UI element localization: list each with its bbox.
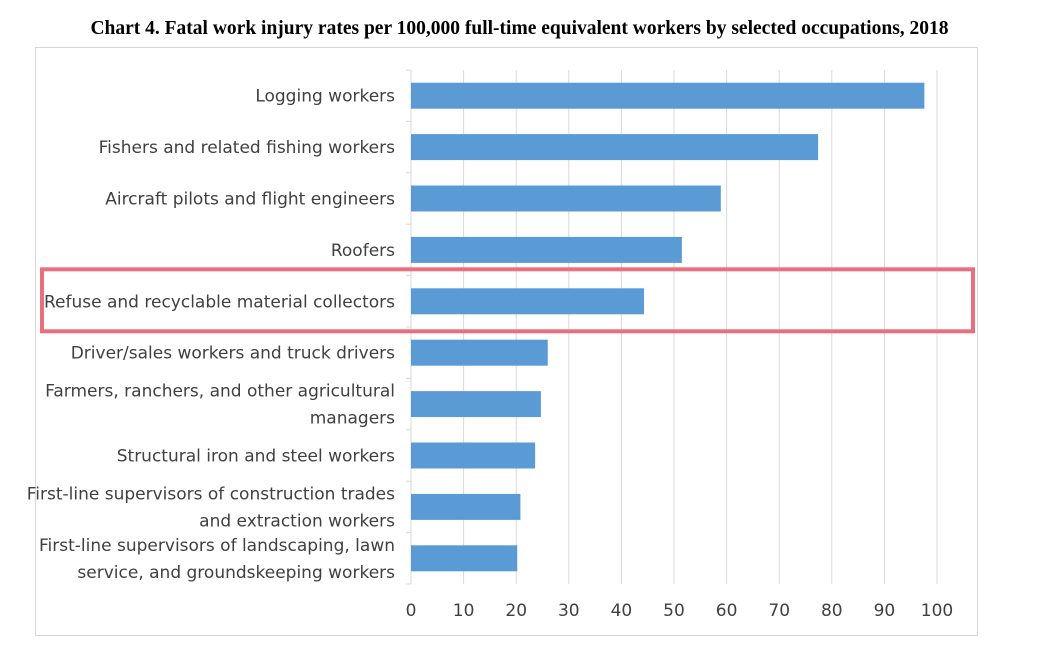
bar bbox=[411, 236, 682, 263]
x-tick-label: 50 bbox=[663, 601, 685, 621]
bar bbox=[411, 545, 518, 572]
category-label: Driver/sales workers and truck drivers bbox=[71, 344, 395, 364]
x-tick-label: 0 bbox=[406, 601, 417, 621]
category-label: First-line supervisors of construction t… bbox=[27, 484, 395, 504]
category-label: Fishers and related fishing workers bbox=[99, 138, 396, 158]
x-tick-label: 40 bbox=[611, 601, 633, 621]
bar bbox=[411, 391, 541, 418]
category-label: Structural iron and steel workers bbox=[117, 447, 395, 467]
bar bbox=[411, 134, 819, 161]
bar bbox=[411, 185, 721, 212]
category-label: First-line supervisors of landscaping, l… bbox=[39, 536, 395, 556]
category-label: Roofers bbox=[331, 241, 395, 261]
category-label: Aircraft pilots and flight engineers bbox=[105, 190, 395, 210]
bar bbox=[411, 339, 548, 366]
chart-frame bbox=[35, 47, 978, 636]
category-label: Farmers, ranchers, and other agricultura… bbox=[45, 382, 395, 402]
category-label: managers bbox=[310, 409, 395, 429]
x-tick-label: 80 bbox=[821, 601, 843, 621]
bar bbox=[411, 493, 521, 520]
chart-title: Chart 4. Fatal work injury rates per 100… bbox=[90, 18, 949, 39]
x-tick-label: 30 bbox=[558, 601, 580, 621]
x-tick-label: 10 bbox=[453, 601, 475, 621]
category-label: service, and groundskeeping workers bbox=[77, 563, 395, 583]
bar bbox=[411, 442, 536, 469]
bar bbox=[411, 288, 645, 315]
x-tick-label: 20 bbox=[505, 601, 527, 621]
category-label: and extraction workers bbox=[199, 511, 395, 531]
x-tick-label: 100 bbox=[921, 601, 953, 621]
x-tick-label: 70 bbox=[768, 601, 790, 621]
x-tick-label: 60 bbox=[716, 601, 738, 621]
bar bbox=[411, 82, 925, 109]
highlight-box bbox=[40, 267, 975, 334]
category-label: Refuse and recyclable material collector… bbox=[44, 292, 395, 312]
category-label: Logging workers bbox=[255, 87, 395, 107]
x-tick-label: 90 bbox=[874, 601, 896, 621]
